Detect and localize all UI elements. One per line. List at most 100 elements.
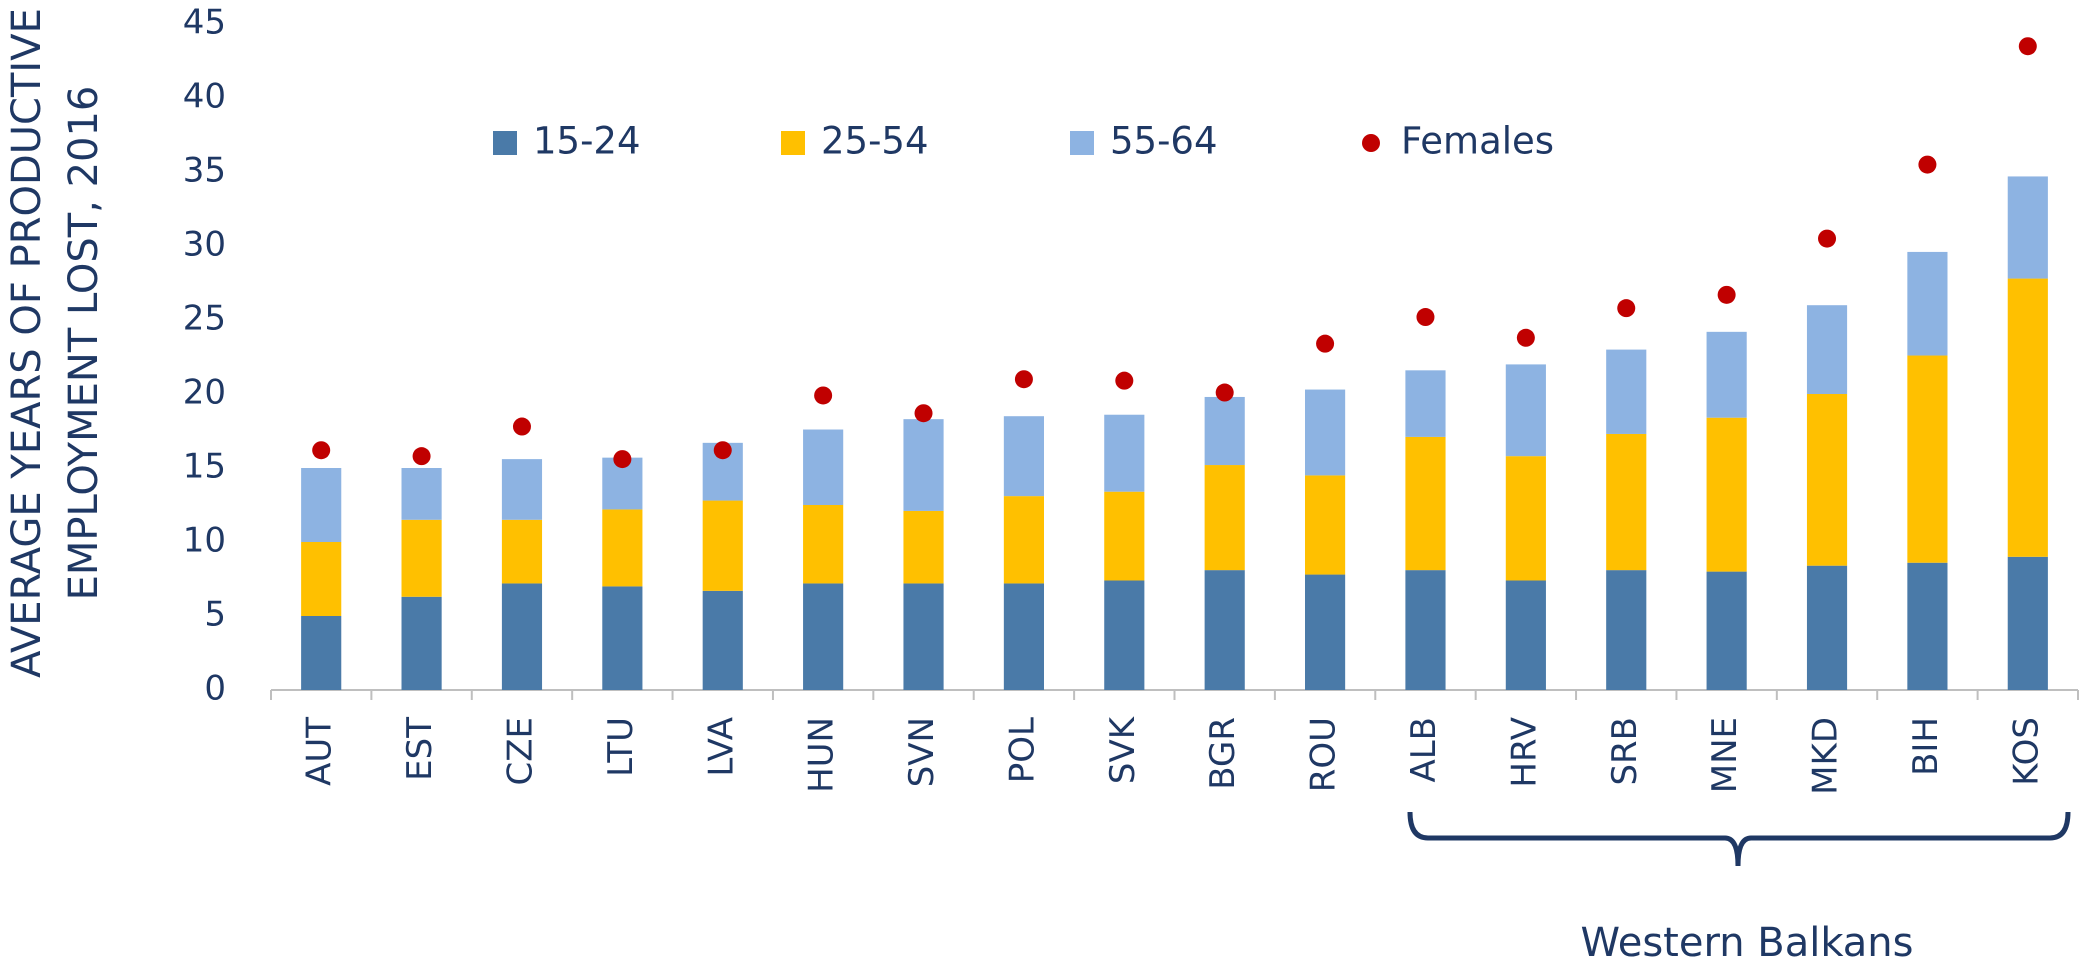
female-dot xyxy=(1416,308,1435,327)
bar-segment xyxy=(1204,465,1245,571)
bar-segment xyxy=(1606,570,1647,690)
x-tick-label: SVK xyxy=(1103,715,1143,784)
bar-segment xyxy=(1706,331,1747,418)
bar-segment xyxy=(602,586,643,690)
bar-segment xyxy=(1907,562,1948,690)
bar-segment xyxy=(1104,580,1145,690)
bar-segment xyxy=(903,510,944,584)
x-tick-label: MKD xyxy=(1806,717,1846,795)
bar-segment xyxy=(1305,475,1346,575)
female-dot xyxy=(2018,37,2037,56)
bar-segment xyxy=(401,519,442,597)
female-dot xyxy=(613,450,632,469)
bar-segment xyxy=(1003,416,1044,497)
x-tick-label: ROU xyxy=(1304,717,1344,792)
bar-segment xyxy=(301,468,342,542)
x-tick-label: EST xyxy=(400,717,440,781)
x-tick-label: BIH xyxy=(1906,717,1946,776)
bar-segment xyxy=(702,590,743,690)
x-tick-label: HUN xyxy=(802,717,842,793)
bar-segment xyxy=(1104,491,1145,581)
y-axis-title-line: EMPLOYMENT LOST, 2016 xyxy=(61,86,107,601)
bar-segment xyxy=(1003,583,1044,690)
y-axis-title-line: AVERAGE YEARS OF PRODUCTIVE xyxy=(4,8,50,678)
bar-segment xyxy=(702,500,743,591)
female-dot xyxy=(1215,383,1234,402)
y-tick-label: 40 xyxy=(183,77,226,117)
legend-label: Females xyxy=(1401,120,1554,163)
x-tick-label: AUT xyxy=(300,717,340,786)
legend-swatch xyxy=(781,131,805,155)
bar-segment xyxy=(602,509,643,587)
x-tick-label: LTU xyxy=(601,717,641,777)
x-tick-label: BGR xyxy=(1203,717,1243,790)
female-dot xyxy=(1617,299,1636,318)
bar-segment xyxy=(1505,456,1546,581)
y-tick-label: 15 xyxy=(183,447,226,487)
bar-segment xyxy=(2007,556,2048,690)
female-dot xyxy=(1918,155,1937,174)
bar-segment xyxy=(2007,176,2048,279)
bar-segment xyxy=(1606,433,1647,571)
annotation: Western Balkans xyxy=(1581,920,1914,966)
bar-segment xyxy=(903,419,944,511)
x-tick-label: CZE xyxy=(500,717,540,786)
x-tick-label: LVA xyxy=(701,717,741,777)
female-dot xyxy=(1818,229,1837,248)
x-tick-label: ALB xyxy=(1404,717,1444,783)
female-dot xyxy=(1014,370,1033,389)
female-dot xyxy=(713,441,732,460)
bar-segment xyxy=(1305,574,1346,690)
bar-segment xyxy=(1204,396,1245,466)
bar-segment xyxy=(501,519,543,584)
y-tick-label: 25 xyxy=(183,299,226,339)
bar-segment xyxy=(803,429,844,505)
bar-segment xyxy=(401,468,442,520)
bracket xyxy=(1407,811,2071,867)
female-dot xyxy=(814,386,833,405)
y-tick-label: 45 xyxy=(183,3,226,43)
bar-segment xyxy=(2007,278,2048,557)
bar-segment xyxy=(1706,571,1747,690)
legend-label: 25-54 xyxy=(821,120,929,163)
x-tick-label: SVN xyxy=(902,717,942,787)
bar-segment xyxy=(1606,349,1647,434)
female-dot xyxy=(512,417,531,436)
bar-segment xyxy=(1204,570,1245,690)
y-axis-title: AVERAGE YEARS OF PRODUCTIVE EMPLOYMENT L… xyxy=(4,8,107,678)
bar-segment xyxy=(501,583,543,690)
female-dot xyxy=(1717,285,1736,304)
y-tick-label: 10 xyxy=(183,521,226,561)
bar-segment xyxy=(1305,389,1346,476)
bar-segment xyxy=(1806,565,1848,690)
bar-segment xyxy=(1806,394,1848,566)
x-tick-label: SRB xyxy=(1605,717,1645,786)
y-tick-label: 5 xyxy=(204,595,226,635)
bar-segment xyxy=(1505,580,1546,690)
legend-swatch xyxy=(1362,134,1380,152)
female-dot xyxy=(1316,334,1335,353)
female-dot xyxy=(412,447,431,466)
bar-segment xyxy=(1003,496,1044,584)
legend-swatch xyxy=(493,131,517,155)
female-dot xyxy=(914,404,933,423)
bar-segment xyxy=(401,596,442,690)
y-tick-label: 20 xyxy=(183,373,226,413)
female-dot xyxy=(1115,371,1134,390)
bar-segment xyxy=(1706,417,1747,572)
bar-segment xyxy=(1405,570,1446,690)
bar-segment xyxy=(803,505,844,584)
legend-label: 55-64 xyxy=(1110,120,1218,163)
bar-segment xyxy=(1405,436,1446,571)
bar-segment xyxy=(1104,414,1145,492)
bar-segment xyxy=(803,583,844,690)
bar-segment xyxy=(301,616,342,690)
female-dot xyxy=(312,441,331,460)
legend-swatch xyxy=(1070,131,1094,155)
bar-segment xyxy=(1405,370,1446,437)
female-dot xyxy=(1516,328,1535,347)
x-tick-label: MNE xyxy=(1705,717,1745,793)
legend-label: 15-24 xyxy=(533,120,641,163)
bar-segment xyxy=(301,542,342,616)
